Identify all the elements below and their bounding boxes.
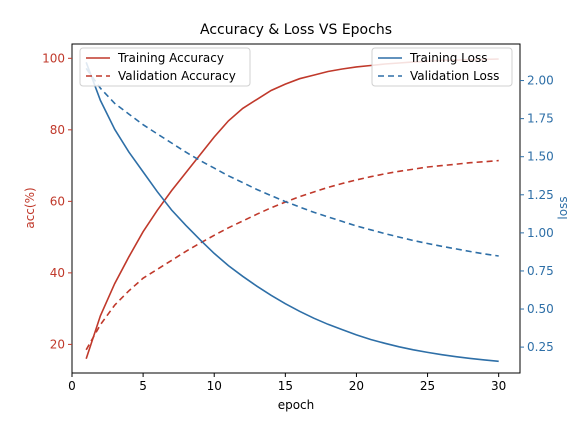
right-tick-label: 1.75 <box>527 112 554 126</box>
left-tick-label: 20 <box>50 337 65 351</box>
x-tick-label: 0 <box>68 379 76 393</box>
legend-label-training-accuracy: Training Accuracy <box>117 51 224 65</box>
right-tick-label: 0.75 <box>527 264 554 278</box>
series-line-validation-loss <box>85 67 499 257</box>
right-tick-label: 2.00 <box>527 74 554 88</box>
x-tick-label: 10 <box>207 379 222 393</box>
x-tick-label: 25 <box>420 379 435 393</box>
right-axis-label: loss <box>556 196 570 219</box>
legend-label-validation-loss: Validation Loss <box>410 69 499 83</box>
left-tick-label: 60 <box>50 194 65 208</box>
right-tick-label: 0.25 <box>527 340 554 354</box>
legend-left: Training Accuracy Validation Accuracy <box>79 47 251 87</box>
right-tick-label: 0.50 <box>527 302 554 316</box>
legend-left-frame <box>79 47 251 87</box>
plot-frame <box>71 43 521 374</box>
chart-title: Accuracy & Loss VS Epochs <box>200 22 392 38</box>
x-tick-label: 15 <box>278 379 293 393</box>
left-axis-label: acc(%) <box>23 187 37 228</box>
legend-label-training-loss: Training Loss <box>409 51 487 65</box>
x-tick-label: 5 <box>139 379 147 393</box>
legend-right-frame <box>371 47 513 87</box>
left-tick-label: 80 <box>50 123 65 137</box>
series-line-training-accuracy <box>85 58 499 359</box>
x-axis-label: epoch <box>278 398 315 412</box>
left-tick-label: 100 <box>42 51 65 65</box>
right-tick-label: 1.50 <box>527 150 554 164</box>
x-tick-label: 30 <box>491 379 506 393</box>
legend-label-validation-accuracy: Validation Accuracy <box>118 69 236 83</box>
series-line-validation-accuracy <box>85 159 499 351</box>
legend-right: Training Loss Validation Loss <box>371 47 513 87</box>
left-tick-label: 40 <box>50 266 65 280</box>
right-tick-label: 1.25 <box>527 188 554 202</box>
series-line-training-loss <box>85 62 499 363</box>
right-tick-label: 1.00 <box>527 226 554 240</box>
x-tick-label: 20 <box>349 379 364 393</box>
